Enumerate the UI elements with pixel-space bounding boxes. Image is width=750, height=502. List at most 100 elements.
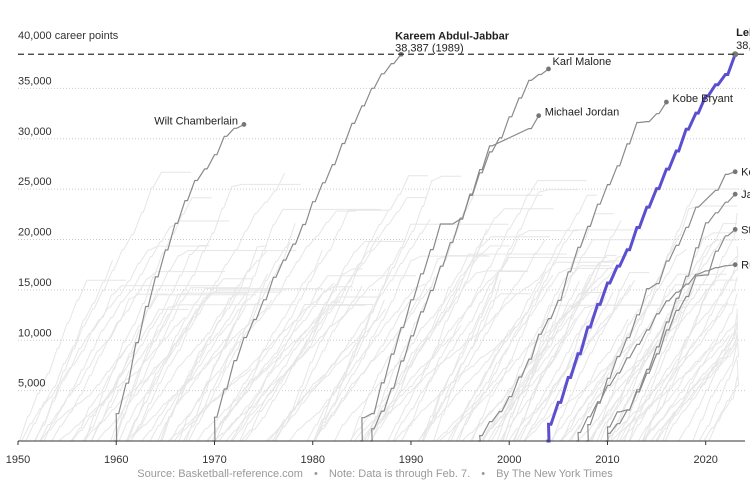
background-player-line xyxy=(432,293,531,442)
series-end-dot-james-harden xyxy=(732,191,738,197)
background-player-line xyxy=(457,261,615,442)
sublabel-kareem-abdul-jabbar: 38,387 (1989) xyxy=(395,42,464,54)
background-player-line xyxy=(114,183,301,442)
y-tick-label: 35,000 xyxy=(18,75,52,87)
background-player-line xyxy=(57,316,186,442)
background-player-line xyxy=(559,245,739,442)
background-player-line xyxy=(460,344,550,442)
background-player-line xyxy=(604,276,738,442)
background-player-line xyxy=(628,279,738,442)
label-stephen-curry: Stephen Curry xyxy=(741,224,750,236)
background-player-line xyxy=(184,208,381,442)
highlight-end-dot xyxy=(732,51,739,58)
series-line-rudy-gay xyxy=(576,264,736,442)
label-kobe-bryant: Kobe Bryant xyxy=(672,93,733,105)
x-tick-label: 2010 xyxy=(595,454,619,466)
x-tick-label: 1960 xyxy=(104,454,128,466)
background-player-line xyxy=(288,283,426,442)
background-player-line xyxy=(224,268,363,442)
background-player-line xyxy=(112,287,250,442)
background-player-line xyxy=(210,209,388,442)
background-player-line xyxy=(640,259,738,442)
background-player-line xyxy=(576,236,725,442)
background-player-line xyxy=(370,253,567,442)
series-end-dot-rudy-gay xyxy=(732,262,738,268)
background-player-line xyxy=(273,285,363,442)
background-player-line xyxy=(348,270,526,442)
series-end-dot-michael-jordan xyxy=(536,113,542,119)
y-tick-label: 10,000 xyxy=(18,327,52,339)
background-player-line xyxy=(469,254,617,442)
y-axis-title: 40,000 career points xyxy=(18,30,119,42)
background-player-line xyxy=(187,223,296,442)
background-player-line xyxy=(38,346,128,442)
highlight-line-lebron-james xyxy=(546,53,737,443)
background-player-line xyxy=(481,260,619,442)
axes: 5,000 10,000 15,000 20,000 25,000 30,000 35,00… xyxy=(6,30,745,466)
x-tick-label: 1980 xyxy=(300,454,324,466)
background-player-line xyxy=(124,299,273,442)
background-player-line xyxy=(609,239,739,442)
series-end-dot-karl-malone xyxy=(546,66,551,72)
background-player-line xyxy=(365,194,543,442)
x-tick-label: 1950 xyxy=(6,454,30,466)
background-player-line xyxy=(312,299,421,442)
x-tick-label: 2000 xyxy=(497,454,521,466)
background-player-line xyxy=(240,197,427,442)
label-lebron-james: LeBron James xyxy=(736,27,750,39)
sublabel-lebron-james: 38,390 (2023) xyxy=(736,40,750,52)
background-player-line xyxy=(369,228,488,442)
series-line-kareem-abdul-jabbar xyxy=(212,53,402,442)
background-player-line xyxy=(697,331,740,442)
background-player-line xyxy=(230,296,378,442)
background-player-line xyxy=(691,342,738,442)
byline-text: By The New York Times xyxy=(496,468,613,480)
background-player-line xyxy=(156,322,236,442)
background-player-line xyxy=(550,272,650,442)
x-tick-label: 1970 xyxy=(202,454,226,466)
series-line-james-harden xyxy=(605,193,736,442)
background-player-line xyxy=(89,292,247,442)
label-james-harden: James Harden xyxy=(741,189,750,201)
background-player-line xyxy=(677,308,739,442)
background-player-line xyxy=(166,282,335,442)
series-line-wilt-chamberlain xyxy=(114,123,245,442)
background-player-line xyxy=(160,292,240,442)
label-kevin-durant: Kevin Durant xyxy=(741,167,750,179)
background-player-line xyxy=(24,260,114,442)
background-player-line xyxy=(654,322,738,442)
background-player-line xyxy=(238,304,366,442)
background-player-line xyxy=(549,318,629,442)
background-player-line xyxy=(644,213,738,442)
background-player-line xyxy=(129,289,287,442)
label-karl-malone: Karl Malone xyxy=(553,56,612,68)
background-player-line xyxy=(517,296,607,442)
named-player-lines xyxy=(114,51,739,443)
background-player-line xyxy=(393,331,512,442)
background-player-line xyxy=(514,291,614,442)
background-player-line xyxy=(129,250,297,442)
y-tick-label: 30,000 xyxy=(18,126,52,138)
background-player-line xyxy=(177,303,267,442)
note-text: Note: Data is through Feb. 7. xyxy=(328,468,471,480)
background-player-line xyxy=(305,299,385,442)
background-player-line xyxy=(619,301,729,442)
background-player-line xyxy=(618,256,738,442)
background-player-line xyxy=(50,293,169,442)
source-text: Source: Basketball-reference.com xyxy=(137,468,303,480)
background-player-line xyxy=(89,250,267,442)
footer: Source: Basketball-reference.com • Note:… xyxy=(0,468,750,480)
background-player-line xyxy=(169,210,356,442)
background-player-line xyxy=(140,273,269,442)
y-tick-label: 20,000 xyxy=(18,227,52,239)
background-player-line xyxy=(595,288,695,442)
background-player-line xyxy=(567,284,715,442)
background-player-line xyxy=(641,334,730,442)
label-rudy-gay: Rudy Gay xyxy=(741,260,750,272)
background-player-line xyxy=(95,278,254,442)
background-player-line xyxy=(513,220,622,442)
background-player-line xyxy=(470,267,619,442)
background-player-line xyxy=(449,194,597,442)
